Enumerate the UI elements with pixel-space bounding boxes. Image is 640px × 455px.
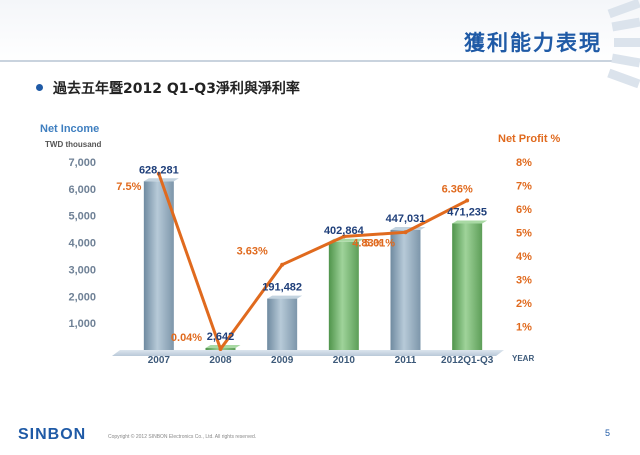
- line-point: [403, 230, 408, 235]
- right-tick-label: 7%: [516, 181, 532, 193]
- bar-value-label: 447,031: [386, 213, 426, 225]
- x-axis-label: YEAR: [512, 354, 534, 363]
- bullet-dot-icon: [36, 83, 43, 91]
- line-point: [218, 347, 223, 352]
- line-point: [341, 234, 346, 239]
- right-axis-title: Net Profit %: [498, 133, 561, 145]
- left-tick-label: 3,000: [68, 264, 96, 276]
- line-value-label: 6.36%: [442, 184, 473, 196]
- line-point: [465, 198, 470, 203]
- right-tick-label: 8%: [516, 157, 532, 169]
- category-label: 2010: [333, 355, 356, 366]
- page-number: 5: [604, 428, 610, 438]
- header-band: [0, 0, 640, 64]
- corner-decoration-icon: [607, 0, 640, 89]
- line-value-label: 7.5%: [116, 181, 141, 193]
- bar-value-label: 2,642: [207, 331, 235, 343]
- line-value-label: 5.01%: [364, 237, 395, 249]
- bar-net-income: [328, 241, 359, 350]
- line-point: [280, 262, 285, 267]
- category-label: 2007: [148, 355, 171, 366]
- right-tick-label: 1%: [516, 322, 532, 334]
- company-logo: SINBON: [18, 426, 87, 443]
- line-point: [156, 171, 161, 176]
- right-tick-label: 2%: [516, 298, 532, 310]
- left-tick-label: 7,000: [68, 157, 96, 169]
- bar-net-income: [143, 181, 174, 350]
- category-label: 2008: [209, 355, 232, 366]
- category-label: 2011: [395, 355, 417, 366]
- left-tick-label: 4,000: [68, 238, 96, 250]
- bullet-point: 過去五年暨2012 Q1-Q3淨利與淨利率: [36, 78, 300, 98]
- chart-floor: [112, 350, 504, 356]
- bar-value-label: 402,864: [324, 225, 365, 237]
- left-axis-unit: TWD thousand: [45, 140, 102, 149]
- left-tick-label: 2,000: [68, 291, 96, 303]
- category-label: 2009: [271, 355, 294, 366]
- category-label: 2012Q1-Q3: [441, 355, 494, 366]
- left-tick-label: 1,000: [68, 318, 96, 330]
- bullet-text: 過去五年暨2012 Q1-Q3淨利與淨利率: [53, 81, 300, 97]
- bar-net-income: [267, 298, 298, 350]
- left-tick-label: 6,000: [68, 184, 96, 196]
- left-tick-label: 5,000: [68, 211, 96, 223]
- line-value-label: 3.63%: [237, 246, 268, 258]
- bar-value-label: 628,281: [139, 164, 179, 176]
- right-tick-label: 3%: [516, 275, 532, 287]
- copyright-text: Copyright © 2012 SINBON Electronics Co.,…: [108, 434, 257, 440]
- left-axis-title: Net Income: [40, 123, 99, 135]
- line-value-label: 0.04%: [171, 332, 202, 344]
- right-tick-label: 4%: [516, 251, 532, 263]
- right-tick-label: 5%: [516, 228, 532, 240]
- bar-net-income: [390, 229, 421, 350]
- bar-net-income: [452, 223, 483, 350]
- bar-value-label: 471,235: [447, 206, 487, 218]
- right-tick-label: 6%: [516, 204, 532, 216]
- bar-value-label: 191,482: [262, 282, 302, 294]
- bar-cap: [267, 295, 303, 299]
- slide-title: 獲利能力表現: [464, 31, 602, 55]
- line-net-profit: [157, 173, 468, 351]
- line-value-label: 4.83%: [352, 237, 383, 249]
- bar-cap: [452, 220, 488, 224]
- header-divider: [0, 60, 640, 62]
